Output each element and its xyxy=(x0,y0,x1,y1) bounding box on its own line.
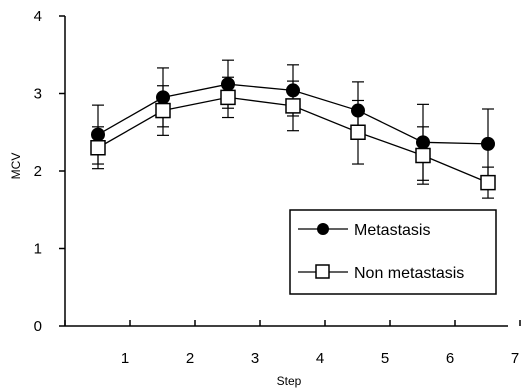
y-axis-label: MCV xyxy=(9,153,23,180)
y-tick-label: 3 xyxy=(34,86,42,103)
legend-label-non-metastasis: Non metastasis xyxy=(354,265,464,282)
data-point xyxy=(350,124,366,140)
legend-marker-non-metastasis xyxy=(315,264,330,279)
series-non-metastasis xyxy=(90,76,496,199)
x-tick-label: 1 xyxy=(121,350,129,367)
series-layer xyxy=(90,59,496,199)
legend-label-metastasis: Metastasis xyxy=(354,222,430,239)
x-tick-label: 2 xyxy=(186,350,194,367)
legend: Metastasis Non metastasis xyxy=(289,209,497,295)
y-tick-label: 1 xyxy=(34,241,42,258)
data-point xyxy=(155,102,171,119)
data-point xyxy=(481,136,495,151)
y-tick-label: 4 xyxy=(34,8,42,25)
y-tick-label: 0 xyxy=(34,318,42,335)
data-point xyxy=(220,89,236,106)
x-tick-label: 4 xyxy=(316,350,324,367)
data-point xyxy=(480,174,496,191)
x-tick-label: 6 xyxy=(446,350,454,367)
x-tick-label: 3 xyxy=(251,350,259,367)
data-point xyxy=(415,147,431,164)
x-axis-label: Step xyxy=(277,374,302,388)
x-tick-label: 7 xyxy=(511,350,519,367)
y-ticks: 0 1 2 3 4 xyxy=(34,8,65,335)
x-tick-label: 5 xyxy=(381,350,389,367)
y-tick-label: 2 xyxy=(34,163,42,180)
x-ticks: 1 2 3 4 5 6 7 xyxy=(64,320,521,367)
data-point xyxy=(285,98,301,114)
data-point xyxy=(90,140,106,156)
legend-marker-metastasis xyxy=(317,223,329,235)
